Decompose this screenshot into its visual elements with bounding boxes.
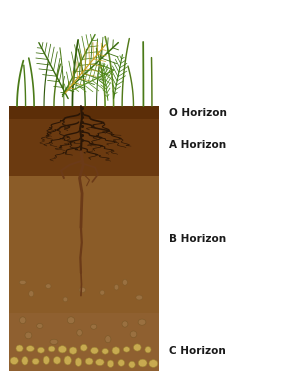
- Ellipse shape: [80, 344, 87, 351]
- Ellipse shape: [77, 330, 82, 336]
- Ellipse shape: [53, 357, 61, 364]
- Ellipse shape: [37, 347, 45, 353]
- Ellipse shape: [91, 324, 97, 329]
- Ellipse shape: [63, 297, 68, 302]
- Ellipse shape: [133, 344, 141, 351]
- Ellipse shape: [29, 291, 34, 297]
- Ellipse shape: [138, 319, 146, 325]
- Ellipse shape: [58, 346, 66, 353]
- Ellipse shape: [32, 359, 39, 365]
- Ellipse shape: [118, 360, 125, 366]
- Ellipse shape: [114, 285, 119, 290]
- Ellipse shape: [145, 346, 151, 353]
- Bar: [9, 106, 159, 119]
- Ellipse shape: [48, 346, 55, 352]
- Ellipse shape: [69, 347, 77, 354]
- Ellipse shape: [102, 349, 108, 354]
- Ellipse shape: [122, 279, 128, 285]
- Ellipse shape: [50, 339, 58, 345]
- Ellipse shape: [64, 356, 71, 365]
- Ellipse shape: [20, 317, 26, 324]
- Ellipse shape: [67, 317, 75, 324]
- Ellipse shape: [43, 356, 49, 364]
- Ellipse shape: [130, 331, 137, 338]
- Ellipse shape: [85, 358, 93, 365]
- Bar: [9, 119, 159, 176]
- Ellipse shape: [136, 295, 143, 300]
- Ellipse shape: [138, 359, 147, 367]
- Ellipse shape: [75, 358, 82, 366]
- Ellipse shape: [19, 280, 26, 284]
- Ellipse shape: [129, 361, 135, 368]
- Text: A Horizon: A Horizon: [169, 140, 226, 150]
- Ellipse shape: [105, 336, 111, 343]
- Bar: [9, 176, 159, 313]
- Ellipse shape: [95, 359, 104, 366]
- Text: C Horizon: C Horizon: [169, 346, 226, 356]
- Ellipse shape: [149, 360, 158, 367]
- Ellipse shape: [45, 284, 51, 288]
- Ellipse shape: [37, 324, 43, 328]
- Ellipse shape: [91, 347, 98, 354]
- Ellipse shape: [122, 321, 128, 327]
- Ellipse shape: [112, 347, 120, 354]
- Ellipse shape: [22, 357, 28, 365]
- Ellipse shape: [16, 345, 23, 352]
- Text: O Horizon: O Horizon: [169, 108, 227, 117]
- Ellipse shape: [107, 360, 114, 367]
- Text: B Horizon: B Horizon: [169, 234, 226, 244]
- Ellipse shape: [123, 347, 130, 352]
- Ellipse shape: [25, 332, 32, 339]
- Bar: [9, 313, 159, 371]
- Ellipse shape: [79, 287, 85, 293]
- Ellipse shape: [100, 290, 105, 295]
- Ellipse shape: [26, 346, 34, 352]
- Ellipse shape: [10, 357, 18, 365]
